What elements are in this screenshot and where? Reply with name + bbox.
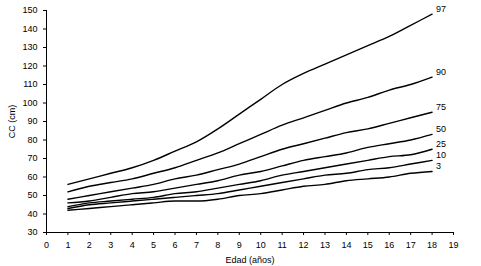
- svg-text:30: 30: [27, 227, 37, 237]
- svg-text:12: 12: [299, 240, 309, 250]
- svg-text:10: 10: [256, 240, 266, 250]
- svg-text:10: 10: [436, 150, 446, 160]
- svg-text:130: 130: [22, 42, 37, 52]
- svg-text:16: 16: [384, 240, 394, 250]
- svg-text:Edad (años): Edad (años): [225, 255, 274, 265]
- svg-text:8: 8: [215, 240, 220, 250]
- svg-text:97: 97: [436, 4, 446, 14]
- svg-text:140: 140: [22, 24, 37, 34]
- svg-text:13: 13: [320, 240, 330, 250]
- svg-text:3: 3: [108, 240, 113, 250]
- svg-text:50: 50: [27, 190, 37, 200]
- svg-text:19: 19: [448, 240, 458, 250]
- svg-text:50: 50: [436, 124, 446, 134]
- svg-text:15: 15: [363, 240, 373, 250]
- svg-text:40: 40: [27, 209, 37, 219]
- svg-text:1: 1: [65, 240, 70, 250]
- svg-text:90: 90: [436, 67, 446, 77]
- svg-text:100: 100: [22, 98, 37, 108]
- svg-text:120: 120: [22, 61, 37, 71]
- svg-text:2: 2: [87, 240, 92, 250]
- svg-text:60: 60: [27, 172, 37, 182]
- svg-text:6: 6: [173, 240, 178, 250]
- svg-text:110: 110: [23, 79, 37, 89]
- svg-text:11: 11: [277, 240, 286, 250]
- svg-text:14: 14: [341, 240, 351, 250]
- svg-text:75: 75: [436, 102, 446, 112]
- svg-text:150: 150: [22, 5, 37, 15]
- svg-text:18: 18: [427, 240, 437, 250]
- svg-text:9: 9: [237, 240, 242, 250]
- svg-text:80: 80: [27, 135, 37, 145]
- svg-text:CC (cm): CC (cm): [7, 105, 17, 139]
- svg-text:25: 25: [436, 139, 446, 149]
- svg-text:0: 0: [44, 240, 49, 250]
- svg-text:7: 7: [194, 240, 199, 250]
- svg-text:90: 90: [27, 116, 37, 126]
- svg-text:5: 5: [151, 240, 156, 250]
- svg-text:17: 17: [406, 240, 416, 250]
- svg-text:3: 3: [436, 161, 441, 171]
- svg-text:70: 70: [27, 153, 37, 163]
- svg-text:4: 4: [130, 240, 135, 250]
